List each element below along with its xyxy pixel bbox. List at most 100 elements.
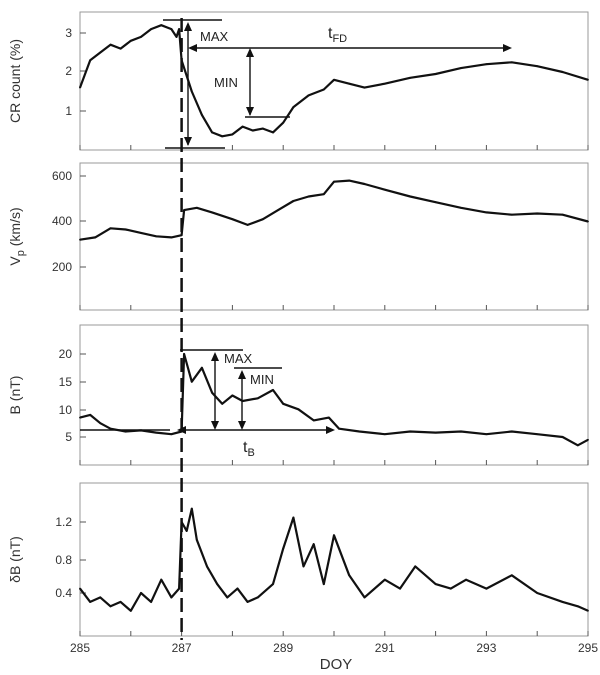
data-point <box>333 180 335 183</box>
data-point <box>460 206 462 209</box>
data-point <box>348 179 351 182</box>
data-point <box>485 587 488 590</box>
x-tick-label: 285 <box>70 641 90 655</box>
data-point <box>129 609 132 612</box>
data-point <box>383 433 386 436</box>
data-point <box>150 28 153 30</box>
x-tick-label: 291 <box>375 641 395 655</box>
data-point <box>292 106 295 108</box>
data-point <box>576 605 579 608</box>
data-point <box>170 433 173 436</box>
data-point <box>485 63 488 66</box>
x-tick-label: 287 <box>172 641 192 655</box>
y-tick-label: 1.2 <box>55 515 72 529</box>
data-point <box>231 133 234 136</box>
data-point <box>180 234 183 237</box>
y-tick-label: 0.8 <box>55 553 72 567</box>
data-point <box>155 235 158 238</box>
panel-vp: 600 400 200 Vp (km/s) <box>7 162 589 311</box>
panel-frame <box>79 482 589 637</box>
data-point <box>190 507 193 510</box>
data-point <box>183 209 186 212</box>
data-point <box>272 583 274 586</box>
data-point <box>183 353 186 355</box>
data-point <box>510 430 513 433</box>
data-point <box>434 73 437 75</box>
data-point <box>246 224 249 226</box>
max-label: MAX <box>200 29 229 44</box>
data-point <box>79 86 81 89</box>
data-point <box>256 596 259 599</box>
b-max-arrow-up <box>211 352 219 361</box>
data-point <box>561 600 564 603</box>
tb-arrow-right <box>326 426 335 434</box>
data-point <box>322 193 325 196</box>
data-point <box>211 211 213 214</box>
y-tick-label: 20 <box>59 347 73 361</box>
data-point <box>449 587 452 590</box>
data-point <box>185 75 188 77</box>
data-point <box>246 600 249 603</box>
data-point <box>99 422 102 425</box>
data-point <box>302 565 305 568</box>
y-tick-label: 3 <box>65 26 72 40</box>
data-point <box>190 90 193 93</box>
data-point <box>256 397 259 400</box>
panel-cr: 3 2 1 CR count (%) <box>7 11 589 151</box>
data-point <box>89 59 92 62</box>
data-point <box>178 28 180 30</box>
data-point <box>211 391 213 394</box>
data-point <box>363 596 366 599</box>
data-point <box>195 206 198 209</box>
b-max-label: MAX <box>224 351 253 366</box>
data-point <box>195 538 198 541</box>
data-point <box>292 200 295 202</box>
data-point <box>282 402 285 405</box>
tfd-arrow-left <box>188 44 197 52</box>
max-arrow-up <box>184 22 192 31</box>
y-axis-label: Vp (km/s) <box>7 207 27 265</box>
data-point <box>485 433 488 436</box>
y-tick-label: 10 <box>59 403 73 417</box>
data-point <box>282 121 285 124</box>
data-point <box>226 596 229 599</box>
data-point <box>109 43 112 46</box>
data-point <box>307 195 310 198</box>
panel-b: 20 15 10 5 B (nT) <box>7 324 589 466</box>
data-point <box>216 583 219 586</box>
data-point <box>109 227 112 230</box>
data-point <box>460 67 462 69</box>
y-tick-label: 2 <box>65 64 72 78</box>
data-point <box>129 39 132 42</box>
max-arrow-down <box>184 137 192 146</box>
data-point <box>348 574 351 577</box>
data-point <box>155 431 158 434</box>
data-point <box>510 213 513 216</box>
data-point <box>536 433 539 436</box>
data-point <box>185 529 188 532</box>
data-point <box>99 596 102 599</box>
y-tick-label: 200 <box>52 260 72 274</box>
data-point <box>307 94 310 97</box>
data-point <box>282 547 285 550</box>
data-point <box>109 605 112 608</box>
data-point <box>399 587 401 590</box>
data-point <box>333 78 335 81</box>
y-tick-label: 15 <box>59 375 73 389</box>
data-point <box>201 114 203 116</box>
tfd-arrow-right <box>503 44 512 52</box>
data-point <box>221 135 224 138</box>
data-point <box>241 125 244 128</box>
data-point <box>160 24 163 27</box>
data-point <box>465 578 467 581</box>
data-point <box>272 131 274 134</box>
y-axis-label: CR count (%) <box>7 39 23 123</box>
data-point <box>175 36 178 38</box>
data-point <box>261 218 264 221</box>
b-min-label: MIN <box>250 372 274 387</box>
data-point <box>434 583 437 586</box>
data-point <box>333 534 335 537</box>
data-point <box>297 408 300 411</box>
data-point <box>363 86 366 89</box>
